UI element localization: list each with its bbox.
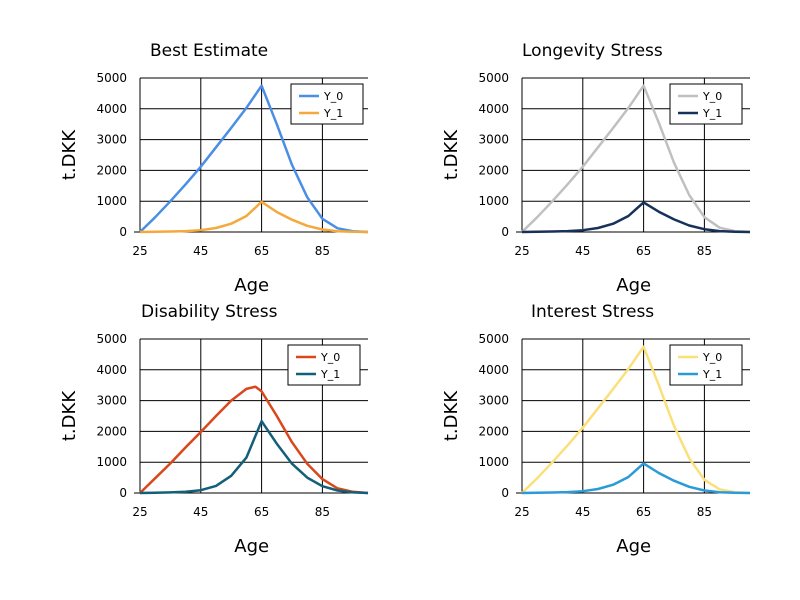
chart-title: Interest Stress xyxy=(531,302,654,322)
chart-panel-2: Longevity Stress 0 1000 2000 3000 4000 5000 25 4… xyxy=(441,41,751,296)
series-line-y_0 xyxy=(139,385,369,495)
x-tick-label: 25 xyxy=(132,244,147,258)
y-tick-label: 5000 xyxy=(96,332,127,346)
x-tick-label: 45 xyxy=(193,244,208,258)
chart-title: Disability Stress xyxy=(141,302,278,322)
y-axis-label: t.DKK xyxy=(441,129,462,180)
chart-title: Longevity Stress xyxy=(522,41,663,61)
y-tick-label: 4000 xyxy=(96,363,127,377)
legend-label: Y_1 xyxy=(320,368,340,381)
y-tick-label: 2000 xyxy=(478,424,509,438)
legend-label: Y_1 xyxy=(702,368,722,381)
x-tick-label: 85 xyxy=(315,505,330,519)
legend-label: Y_0 xyxy=(323,90,343,103)
series-line-y_0 xyxy=(521,84,751,234)
y-tick-label: 2000 xyxy=(96,163,127,177)
series-line-y_1 xyxy=(139,200,369,234)
series-line-y_1 xyxy=(521,462,751,495)
legend-box xyxy=(287,344,361,386)
y-tick-label: 3000 xyxy=(96,394,127,408)
y-axis-label: t.DKK xyxy=(59,129,80,180)
y-tick-label: 0 xyxy=(119,486,127,500)
x-tick-label: 85 xyxy=(697,505,712,519)
y-tick-label: 0 xyxy=(119,225,127,239)
y-tick-label: 5000 xyxy=(478,332,509,346)
x-tick-label: 25 xyxy=(132,505,147,519)
chart-panel-1: Best Estimate 0 1000 2000 3000 4000 5000 25 45 65… xyxy=(59,41,369,296)
y-tick-label: 1000 xyxy=(96,455,127,469)
y-tick-label: 0 xyxy=(501,225,509,239)
y-tick-label: 3000 xyxy=(478,133,509,147)
x-tick-label: 25 xyxy=(514,505,529,519)
x-tick-label: 65 xyxy=(636,505,651,519)
x-axis-label: Age xyxy=(234,275,269,296)
y-tick-label: 5000 xyxy=(96,71,127,85)
y-tick-label: 4000 xyxy=(478,102,509,116)
legend-label: Y_0 xyxy=(702,351,722,364)
chart-panel-4: Interest Stress 0 1000 2000 3000 4000 5000 25 45… xyxy=(441,302,751,557)
y-tick-label: 2000 xyxy=(478,163,509,177)
legend-label: Y_1 xyxy=(702,107,722,120)
chart-panel-3: Disability Stress 0 1000 2000 3000 4000 5000 25… xyxy=(59,302,369,557)
y-tick-label: 1000 xyxy=(478,455,509,469)
y-tick-label: 4000 xyxy=(96,102,127,116)
x-tick-label: 45 xyxy=(575,505,590,519)
x-tick-label: 45 xyxy=(575,244,590,258)
y-tick-label: 1000 xyxy=(478,194,509,208)
x-axis-label: Age xyxy=(616,275,651,296)
x-tick-label: 85 xyxy=(697,244,712,258)
x-tick-label: 45 xyxy=(193,505,208,519)
y-tick-label: 0 xyxy=(501,486,509,500)
chart-title: Best Estimate xyxy=(150,41,268,61)
legend-label: Y_1 xyxy=(323,107,343,120)
legend-box xyxy=(669,83,743,125)
legend-label: Y_0 xyxy=(702,90,722,103)
series-line-y_1 xyxy=(521,201,751,234)
series-line-y_0 xyxy=(139,84,369,234)
y-tick-label: 4000 xyxy=(478,363,509,377)
x-tick-label: 85 xyxy=(315,244,330,258)
y-tick-label: 3000 xyxy=(478,394,509,408)
y-tick-label: 1000 xyxy=(96,194,127,208)
y-tick-label: 3000 xyxy=(96,133,127,147)
legend-box xyxy=(290,83,364,125)
y-tick-label: 2000 xyxy=(96,424,127,438)
x-tick-label: 65 xyxy=(636,244,651,258)
series-line-y_0 xyxy=(521,345,751,495)
x-axis-label: Age xyxy=(616,536,651,557)
x-tick-label: 65 xyxy=(254,505,269,519)
y-tick-label: 5000 xyxy=(478,71,509,85)
legend-label: Y_0 xyxy=(320,351,340,364)
legend-box xyxy=(669,344,743,386)
series-line-y_1 xyxy=(139,419,369,495)
x-tick-label: 65 xyxy=(254,244,269,258)
x-tick-label: 25 xyxy=(514,244,529,258)
y-axis-label: t.DKK xyxy=(441,390,462,441)
y-axis-label: t.DKK xyxy=(59,390,80,441)
x-axis-label: Age xyxy=(234,536,269,557)
